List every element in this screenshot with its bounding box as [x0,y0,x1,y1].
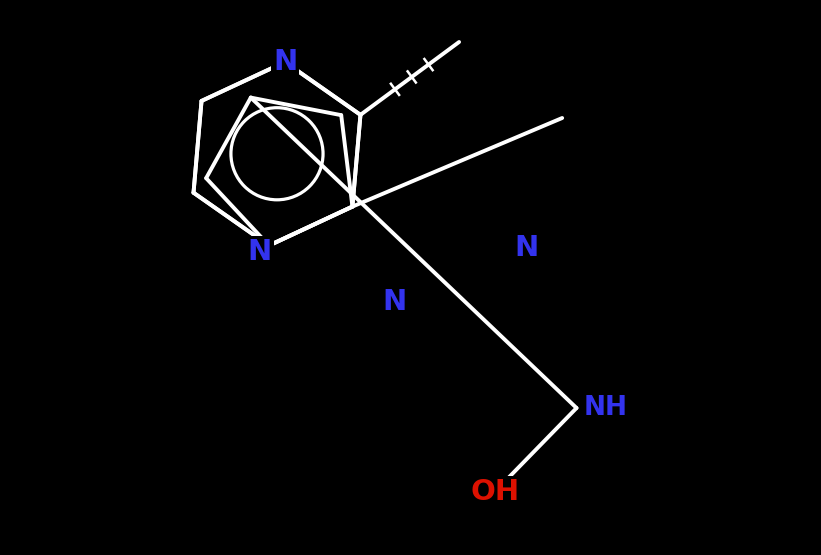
Text: NH: NH [584,395,627,421]
Text: N: N [248,238,272,266]
Text: N: N [273,48,297,76]
Text: OH: OH [470,478,519,506]
Text: N: N [515,234,539,262]
Text: N: N [383,288,407,316]
